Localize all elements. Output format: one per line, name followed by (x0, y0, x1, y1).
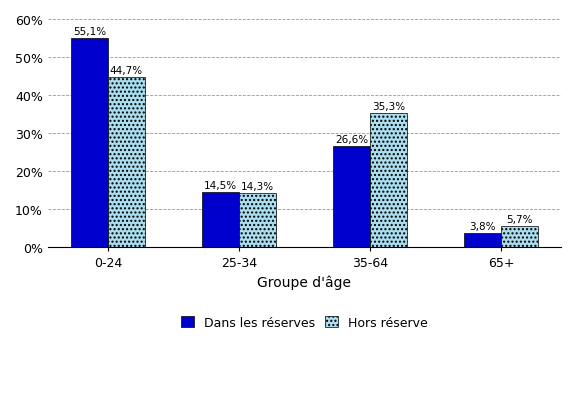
Text: 5,7%: 5,7% (506, 214, 533, 224)
X-axis label: Groupe d'âge: Groupe d'âge (257, 275, 351, 290)
Text: 14,3%: 14,3% (241, 182, 274, 191)
Bar (239, 193, 275, 247)
Text: 3,8%: 3,8% (469, 221, 496, 231)
Bar (108, 78, 145, 247)
Bar (501, 226, 537, 247)
Bar (334, 147, 370, 247)
Bar (202, 192, 239, 247)
Bar (370, 113, 407, 247)
Text: 55,1%: 55,1% (73, 27, 106, 36)
Bar (71, 38, 108, 247)
Text: 26,6%: 26,6% (335, 135, 368, 145)
Bar (464, 233, 501, 247)
Text: 14,5%: 14,5% (204, 181, 237, 191)
Text: 35,3%: 35,3% (372, 102, 405, 112)
Text: 44,7%: 44,7% (109, 66, 143, 76)
Legend: Dans les réserves, Hors réserve: Dans les réserves, Hors réserve (176, 311, 433, 334)
